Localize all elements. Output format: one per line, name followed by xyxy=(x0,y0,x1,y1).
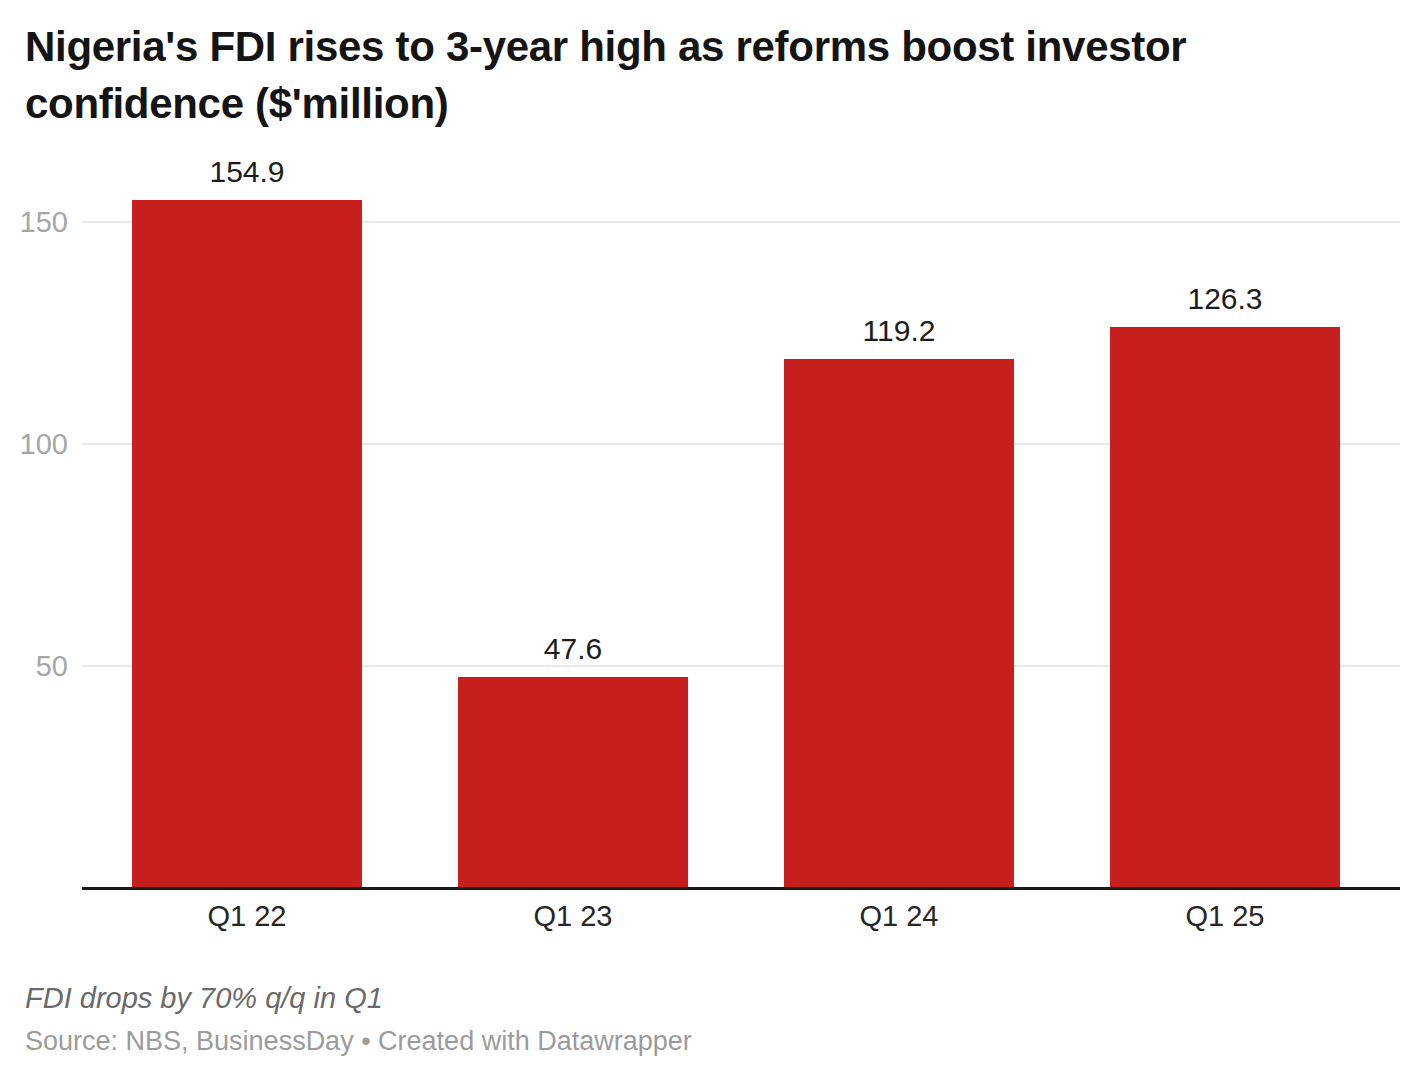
y-tick-label-50: 50 xyxy=(0,648,68,684)
y-tick-label-100: 100 xyxy=(0,426,68,462)
x-axis-label-q1-23: Q1 23 xyxy=(458,898,688,934)
bar-q1-25 xyxy=(1110,327,1340,888)
bar-chart-plot-area: 50 100 150 154.9 Q1 22 47.6 Q1 23 119.2 Q1 24 126… xyxy=(0,0,1415,1080)
x-axis-label-q1-24: Q1 24 xyxy=(784,898,1014,934)
x-axis-baseline xyxy=(82,887,1400,890)
bar-value-label-q1-24: 119.2 xyxy=(784,313,1014,349)
bar-q1-22 xyxy=(132,200,362,888)
chart-source-credit: Source: NBS, BusinessDay • Created with … xyxy=(25,1024,692,1058)
bar-q1-24 xyxy=(784,359,1014,888)
y-tick-label-150: 150 xyxy=(0,204,68,240)
chart-frame: Nigeria's FDI rises to 3-year high as re… xyxy=(0,0,1415,1080)
chart-annotation: FDI drops by 70% q/q in Q1 xyxy=(25,980,383,1016)
x-axis-label-q1-25: Q1 25 xyxy=(1110,898,1340,934)
bar-value-label-q1-22: 154.9 xyxy=(132,154,362,190)
x-axis-label-q1-22: Q1 22 xyxy=(132,898,362,934)
bar-value-label-q1-23: 47.6 xyxy=(458,631,688,667)
bar-q1-23 xyxy=(458,677,688,888)
bar-value-label-q1-25: 126.3 xyxy=(1110,281,1340,317)
